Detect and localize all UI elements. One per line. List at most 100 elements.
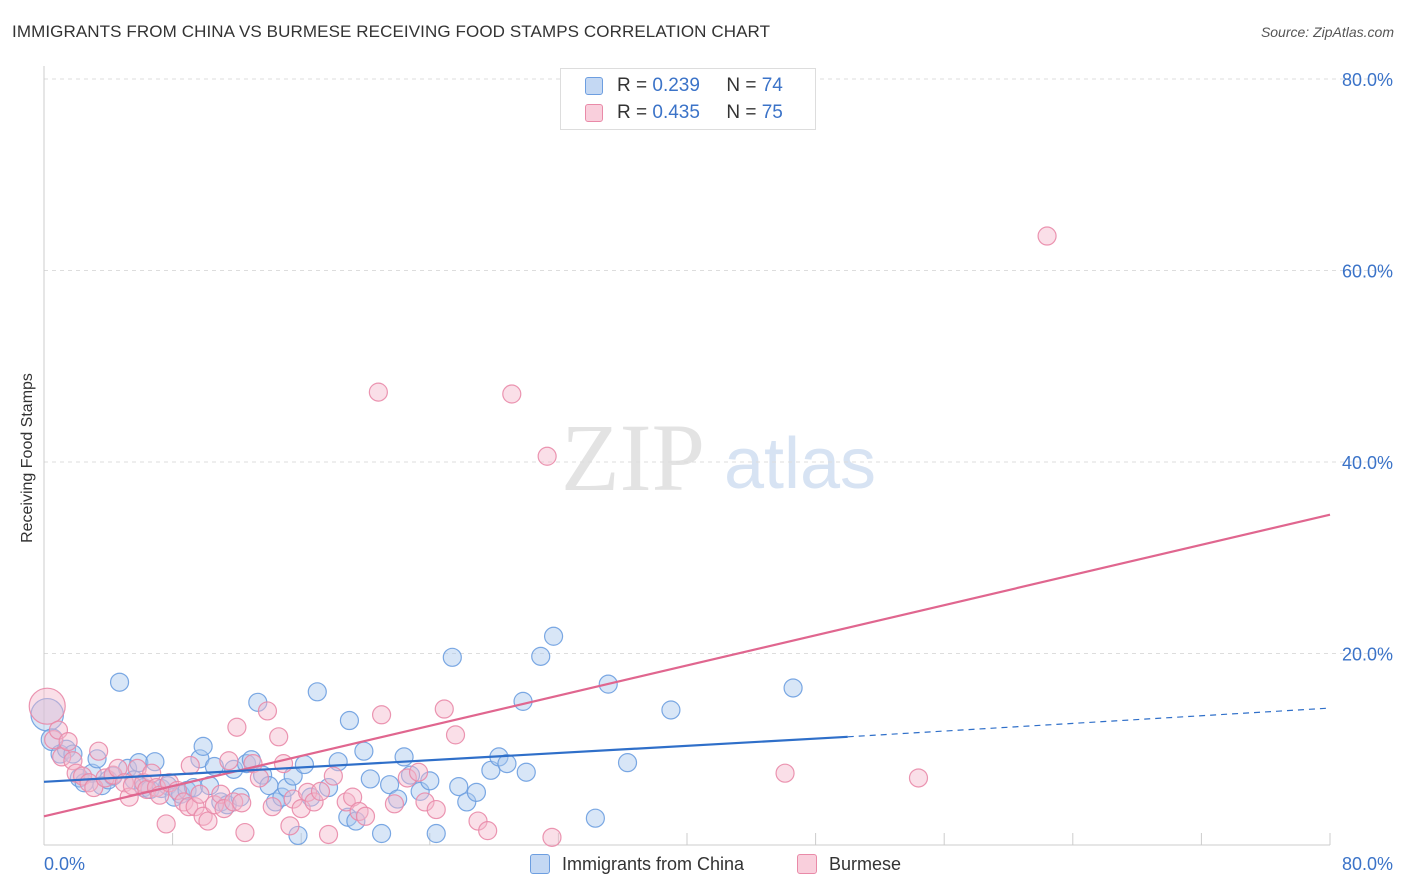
burmese-point: [63, 751, 83, 771]
r-value-china: 0.239: [652, 75, 700, 96]
x-tick-label: 0.0%: [44, 854, 85, 874]
burmese-point: [58, 731, 78, 752]
china-point: [354, 741, 374, 761]
china-point: [543, 626, 564, 646]
china-point: [371, 823, 392, 844]
r-value-burmese: 0.435: [652, 102, 700, 123]
burmese-point: [235, 822, 255, 843]
watermark: ZIP atlas: [561, 404, 876, 511]
stats-row-china: R = 0.239 N = 74: [585, 74, 783, 98]
china-point: [617, 753, 638, 773]
chart-title: IMMIGRANTS FROM CHINA VS BURMESE RECEIVI…: [12, 22, 771, 41]
burmese-point: [262, 797, 282, 817]
n-value-burmese: 75: [761, 102, 783, 123]
burmese-point: [180, 755, 200, 776]
china-point: [277, 777, 297, 798]
burmese-point: [542, 827, 562, 847]
burmese-point: [28, 687, 66, 725]
burmese-point: [269, 727, 289, 747]
burmese-point: [204, 795, 224, 815]
china-point: [193, 736, 213, 756]
burmese-point: [304, 792, 324, 812]
burmese-point: [219, 751, 239, 771]
legend-china-swatch: [530, 854, 550, 874]
burmese-point: [249, 768, 270, 788]
china-point: [288, 825, 308, 846]
burmese-point: [185, 797, 205, 817]
stats-legend: R = 0.239 N = 74 R = 0.435 N = 75: [560, 68, 816, 130]
watermark-zip: ZIP: [561, 404, 705, 511]
watermark-atlas: atlas: [724, 424, 876, 504]
china-point: [410, 781, 430, 801]
burmese-point: [371, 705, 392, 725]
china-point: [360, 769, 380, 789]
china-point: [394, 747, 414, 767]
n-label: N =: [726, 102, 762, 123]
trendlines: [43, 513, 1331, 818]
legend-item-china: Immigrants from China: [530, 852, 744, 876]
y-tick-label: 60.0%: [1342, 262, 1393, 282]
tick-labels: 20.0% 40.0% 60.0% 80.0% 0.0% 80.0%: [44, 70, 1393, 874]
burmese-swatch: [585, 104, 603, 122]
china-point: [145, 752, 165, 772]
china-point: [63, 744, 83, 764]
china-point: [449, 776, 469, 797]
burmese-trendline: [43, 513, 1331, 818]
burmese-point: [478, 821, 498, 841]
legend-item-burmese: Burmese: [797, 852, 901, 876]
grid: [44, 78, 1390, 654]
china-point: [307, 682, 327, 702]
burmese-point: [434, 699, 454, 719]
china-point: [783, 678, 803, 698]
china-point: [585, 808, 605, 828]
burmese-point: [179, 797, 199, 817]
china-point: [466, 782, 487, 802]
x-tick-label: 80.0%: [1342, 854, 1393, 874]
burmese-point: [384, 794, 405, 814]
burmese-point: [323, 766, 343, 786]
burmese-point: [214, 799, 234, 819]
burmese-point: [368, 382, 388, 402]
burmese-point: [355, 806, 376, 826]
r-label: R =: [617, 102, 653, 123]
china-point: [380, 775, 400, 795]
burmese-point: [227, 717, 247, 737]
burmese-point: [280, 816, 300, 836]
n-label: N =: [726, 75, 762, 96]
burmese-point: [224, 792, 244, 812]
burmese-point: [408, 762, 429, 782]
burmese-point: [397, 768, 417, 788]
china-point: [516, 762, 536, 782]
china-point: [339, 710, 360, 731]
stats-row-burmese: R = 0.435 N = 75: [585, 101, 783, 125]
series-china-points: [30, 626, 803, 846]
burmese-point: [190, 784, 210, 804]
burmese-point: [142, 763, 162, 783]
legend-china-label: Immigrants from China: [562, 853, 745, 874]
china-point: [294, 754, 315, 775]
burmese-point: [310, 781, 331, 801]
china-point: [87, 749, 107, 769]
burmese-point: [257, 701, 278, 721]
y-tick-label: 80.0%: [1342, 70, 1393, 90]
y-tick-label: 20.0%: [1342, 645, 1393, 665]
burmese-point: [537, 446, 557, 466]
burmese-point: [908, 768, 929, 788]
burmese-point: [775, 763, 795, 783]
burmese-point: [156, 814, 176, 834]
burmese-point: [232, 793, 252, 813]
y-tick-label: 40.0%: [1342, 453, 1393, 473]
series-burmese-points: [28, 226, 1057, 847]
burmese-point: [343, 787, 363, 807]
china-point: [497, 754, 517, 774]
burmese-point: [44, 730, 64, 750]
n-value-china: 74: [761, 75, 783, 96]
source-label: Source: ZipAtlas.com: [1260, 24, 1394, 40]
burmese-point: [502, 384, 522, 404]
legend-burmese-swatch: [797, 854, 817, 874]
china-point: [109, 672, 130, 692]
burmese-point: [89, 741, 109, 761]
china-point: [442, 647, 462, 667]
china-trendline-extension: [847, 707, 1331, 738]
